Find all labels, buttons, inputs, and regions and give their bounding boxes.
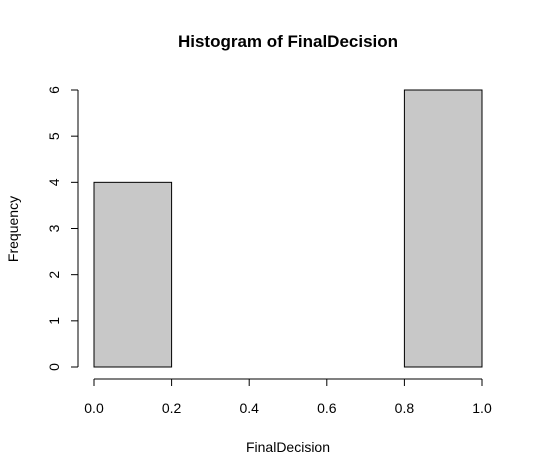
x-tick-label: 0.0 <box>84 400 104 416</box>
y-axis: 0 1 2 3 4 5 6 <box>46 86 78 371</box>
x-axis-label: FinalDecision <box>246 439 330 455</box>
histogram-bar-0 <box>94 182 172 367</box>
x-tick-label: 1.0 <box>472 400 492 416</box>
bars-group <box>94 90 482 367</box>
x-tick-label: 0.6 <box>317 400 337 416</box>
histogram-bar-4 <box>404 90 482 367</box>
y-tick-label: 3 <box>46 224 62 232</box>
x-axis: 0.0 0.2 0.4 0.6 0.8 1.0 <box>84 379 492 416</box>
x-tick-label: 0.8 <box>395 400 415 416</box>
chart-title: Histogram of FinalDecision <box>178 32 398 51</box>
y-tick-label: 0 <box>46 363 62 371</box>
y-tick-label: 5 <box>46 132 62 140</box>
x-tick-label: 0.4 <box>239 400 259 416</box>
y-tick-label: 6 <box>46 86 62 94</box>
y-tick-label: 4 <box>46 178 62 186</box>
x-tick-label: 0.2 <box>162 400 182 416</box>
y-tick-label: 2 <box>46 271 62 279</box>
y-tick-label: 1 <box>46 317 62 325</box>
y-axis-label: Frequency <box>5 196 21 262</box>
